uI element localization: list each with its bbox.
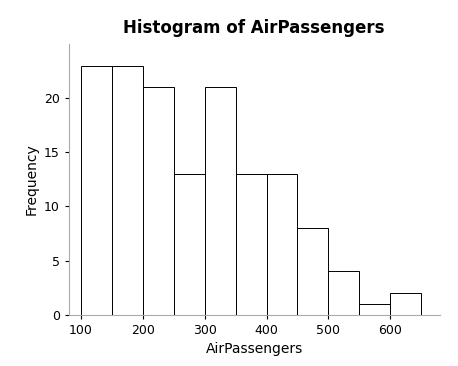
Bar	[267, 174, 298, 315]
Bar	[143, 87, 174, 315]
X-axis label: AirPassengers: AirPassengers	[206, 342, 303, 356]
Bar	[205, 87, 235, 315]
Bar	[236, 174, 267, 315]
Bar	[298, 228, 328, 315]
Bar	[81, 66, 112, 315]
Title: Histogram of AirPassengers: Histogram of AirPassengers	[124, 19, 385, 37]
Bar	[174, 174, 205, 315]
Bar	[328, 272, 360, 315]
Bar	[390, 293, 421, 315]
Y-axis label: Frequency: Frequency	[24, 143, 38, 215]
Bar	[360, 304, 390, 315]
Bar	[112, 66, 143, 315]
